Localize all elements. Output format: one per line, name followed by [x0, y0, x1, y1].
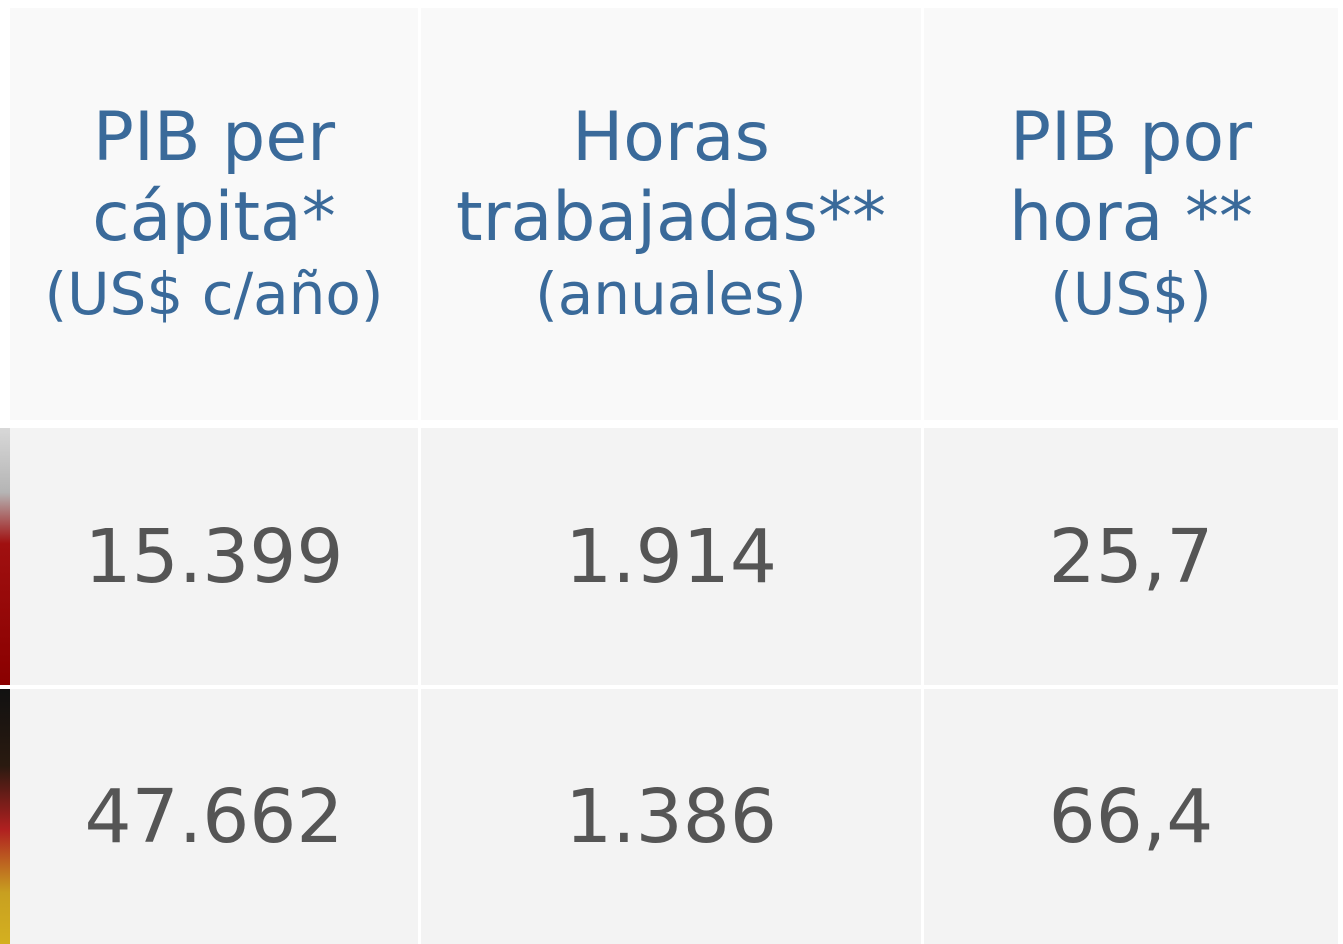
table-cell: 25,7	[924, 428, 1338, 685]
table-cell: 15.399	[10, 428, 418, 685]
header-title: PIB per cápita*	[92, 98, 336, 257]
table-cell: 1.386	[421, 689, 921, 944]
header-subtitle: (anuales)	[535, 260, 807, 328]
header-cell: PIB per cápita* (US$ c/año)	[10, 8, 418, 420]
table-cell: 47.662	[10, 689, 418, 944]
header-cell: Horas trabajadas** (anuales)	[421, 8, 921, 420]
header-title: Horas trabajadas**	[456, 98, 886, 257]
flag-strip	[0, 428, 10, 685]
table-cell: 66,4	[924, 689, 1338, 944]
header-subtitle: (US$ c/año)	[44, 260, 384, 328]
header-title: PIB por hora **	[1009, 98, 1253, 257]
header-subtitle: (US$)	[1050, 260, 1212, 328]
header-cell: PIB por hora ** (US$)	[924, 8, 1338, 420]
flag-strip	[0, 689, 10, 944]
table-cell: 1.914	[421, 428, 921, 685]
